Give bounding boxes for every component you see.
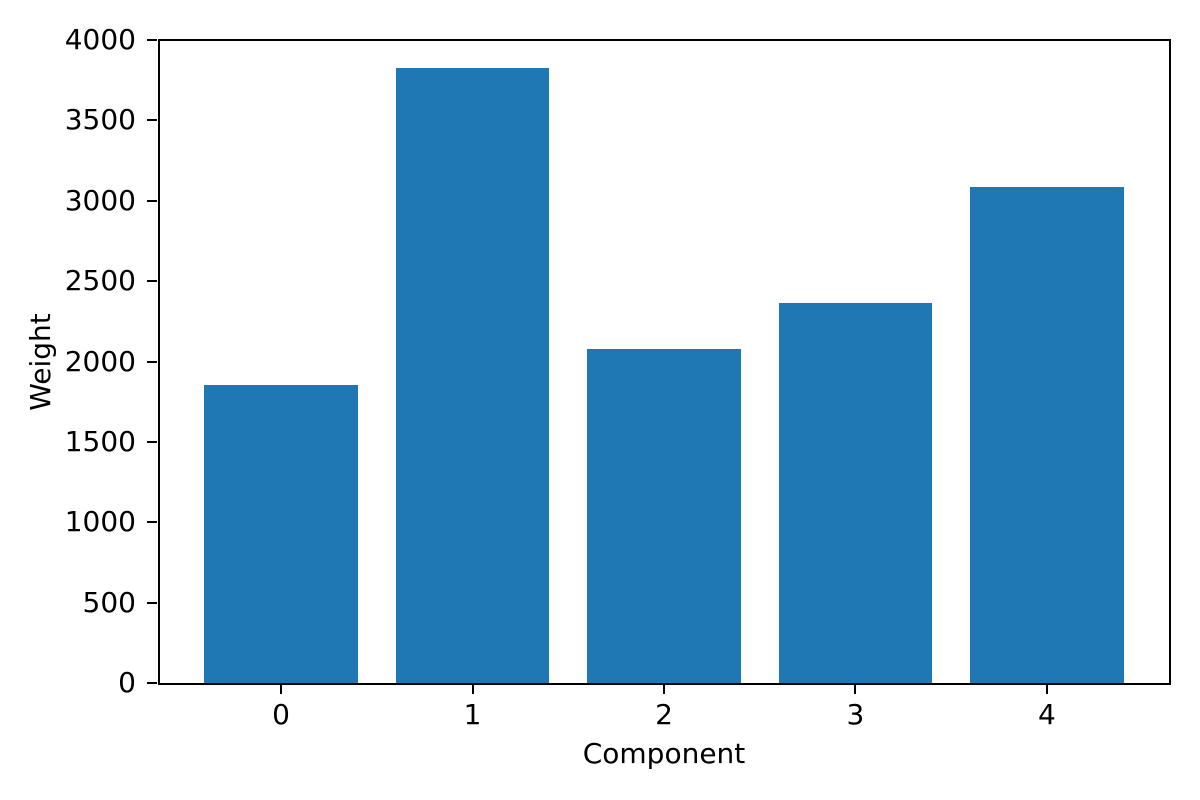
x-tick-label: 3: [846, 698, 865, 731]
y-tick-mark: [146, 199, 157, 202]
bar-3: [778, 302, 933, 683]
bar-1: [395, 68, 550, 683]
x-tick-label: 4: [1038, 698, 1056, 731]
y-tick-label: 2500: [64, 264, 136, 298]
x-tick-mark: [1045, 684, 1048, 694]
y-tick-label: 500: [82, 585, 136, 619]
y-tick-mark: [146, 521, 157, 524]
x-tick-mark: [471, 684, 474, 694]
y-tick-mark: [146, 601, 157, 604]
y-tick-label: 4000: [64, 23, 136, 56]
x-tick-label: 2: [655, 698, 673, 731]
y-tick-label: 2000: [64, 344, 136, 378]
y-tick-mark: [146, 119, 157, 122]
y-tick-mark: [146, 280, 157, 283]
y-tick-mark: [146, 440, 157, 443]
y-tick-label: 1000: [64, 505, 136, 539]
x-tick-mark: [854, 684, 857, 694]
x-tick-label: 1: [463, 698, 482, 731]
y-tick-mark: [146, 360, 157, 363]
bar-0: [204, 384, 358, 683]
bar-4: [970, 187, 1124, 683]
y-tick-label: 3000: [64, 183, 136, 217]
x-axis-title: Component: [582, 737, 746, 770]
y-tick-mark: [146, 682, 157, 684]
y-tick-label: 0: [118, 666, 136, 699]
x-tick-label: 0: [272, 698, 290, 731]
x-tick-mark: [280, 684, 283, 694]
y-tick-mark: [146, 39, 157, 41]
bar-2: [587, 348, 741, 683]
y-tick-label: 3500: [64, 103, 136, 137]
y-axis-title: Weight: [24, 313, 57, 411]
x-tick-mark: [663, 684, 665, 694]
y-tick-label: 1500: [64, 424, 136, 458]
